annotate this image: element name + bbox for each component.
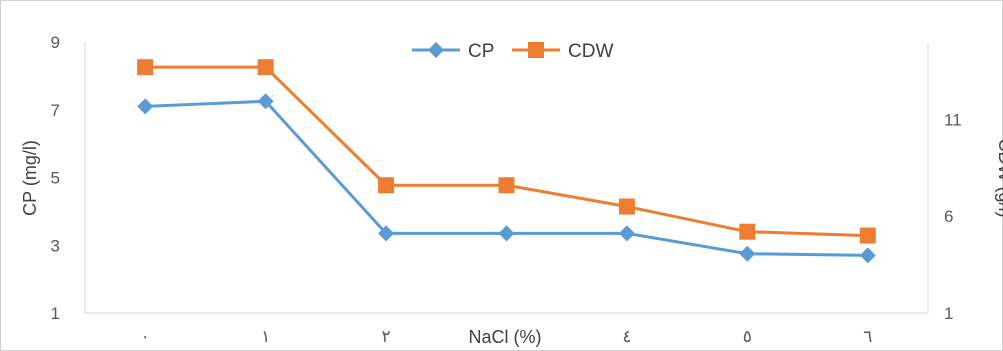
left-y-tick-label: 3 (51, 236, 60, 255)
data-point-cdw (739, 223, 756, 240)
x-ticks: ٠ ١ ٢ ٤ ٥ ٦ (141, 327, 873, 346)
left-y-tick-label: 1 (51, 304, 60, 323)
legend-cdw-label: CDW (568, 41, 613, 62)
left-y-tick-label: 7 (51, 101, 60, 120)
right-y-axis-title: CDW (g/l) (995, 139, 1003, 218)
x-tick-label: ١ (261, 327, 270, 346)
right-y-tick-label: 11 (944, 110, 962, 129)
data-point-cp (257, 93, 274, 110)
series-layer (137, 59, 876, 264)
data-point-cp (498, 225, 515, 242)
data-point-cp (859, 247, 876, 264)
left-y-tick-label: 9 (51, 33, 60, 52)
legend-cp-label: CP (468, 41, 494, 62)
legend-item-cp: CP (412, 41, 494, 62)
data-point-cp (739, 245, 756, 262)
right-y-tick-label: 1 (944, 304, 953, 323)
data-point-cp (137, 98, 154, 115)
data-point-cdw (378, 177, 395, 194)
data-point-cdw (498, 177, 515, 194)
data-point-cdw (618, 198, 635, 215)
x-axis-title: NaCl (%) (468, 327, 541, 347)
data-point-cp (618, 225, 635, 242)
right-y-tick-label: 6 (944, 207, 953, 226)
x-tick-label: ٠ (141, 327, 150, 346)
legend: CP CDW (412, 41, 613, 62)
legend-cdw-marker (528, 42, 544, 58)
x-tick-label: ٤ (622, 327, 631, 346)
x-tick-label: ٥ (743, 327, 752, 346)
left-y-axis-title: CP (mg/l) (20, 140, 40, 216)
left-y-ticks: 1 3 5 7 9 (51, 33, 60, 323)
series-cp (137, 93, 876, 264)
x-tick-label: ٢ (382, 327, 391, 346)
series-cdw (137, 59, 876, 244)
left-y-tick-label: 5 (51, 169, 60, 188)
data-point-cdw (859, 227, 876, 244)
legend-cp-marker (428, 42, 444, 58)
data-point-cp (378, 225, 395, 242)
legend-item-cdw: CDW (512, 41, 613, 62)
data-point-cdw (137, 59, 154, 76)
x-tick-label: ٦ (863, 327, 872, 346)
data-point-cdw (257, 59, 274, 76)
